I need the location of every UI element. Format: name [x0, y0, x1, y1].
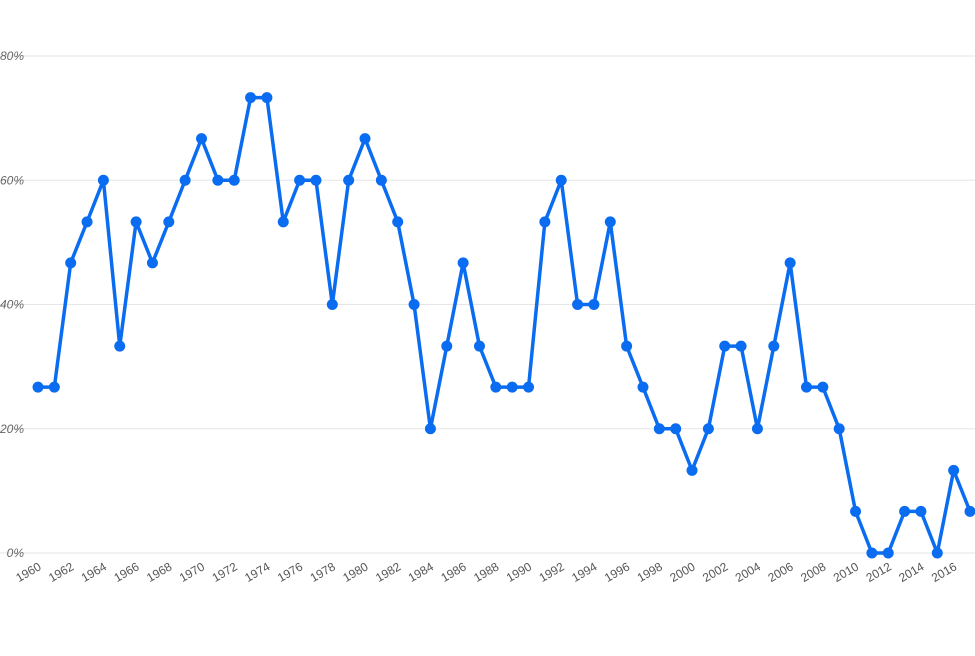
data-point[interactable]	[784, 257, 796, 269]
data-point[interactable]	[97, 174, 109, 186]
data-point[interactable]	[768, 340, 780, 352]
x-tick-label: 2008	[798, 559, 828, 585]
data-point[interactable]	[490, 381, 502, 393]
data-point[interactable]	[588, 299, 600, 310]
data-point[interactable]	[686, 464, 698, 476]
data-point[interactable]	[899, 505, 911, 517]
x-tick-label: 2002	[700, 559, 730, 585]
x-tick-label: 1976	[275, 559, 305, 585]
data-point[interactable]	[196, 133, 208, 145]
series-group	[32, 92, 975, 559]
data-point[interactable]	[653, 423, 665, 435]
data-point[interactable]	[48, 381, 60, 393]
data-point[interactable]	[539, 216, 551, 228]
data-point[interactable]	[326, 299, 338, 310]
x-tick-label: 2014	[896, 559, 926, 585]
y-tick-label: 0%	[7, 546, 25, 560]
x-tick-label: 1966	[111, 559, 141, 585]
x-tick-label: 1982	[373, 559, 403, 585]
x-tick-label: 1970	[177, 559, 207, 585]
data-point[interactable]	[146, 257, 158, 269]
y-tick-label: 20%	[0, 422, 24, 436]
y-tick-label: 40%	[0, 298, 24, 312]
x-tick-label: 1996	[602, 559, 632, 585]
data-point[interactable]	[261, 92, 273, 104]
data-point[interactable]	[735, 340, 747, 352]
data-point[interactable]	[343, 174, 355, 186]
data-point[interactable]	[457, 257, 469, 269]
data-point[interactable]	[245, 92, 257, 104]
x-tick-label: 2000	[667, 559, 697, 585]
data-point[interactable]	[163, 216, 175, 228]
x-tick-label: 1994	[569, 559, 599, 585]
x-tick-label: 1964	[79, 559, 109, 585]
data-point[interactable]	[882, 547, 894, 559]
x-tick-label: 2016	[929, 559, 959, 585]
data-point[interactable]	[277, 216, 289, 228]
data-point[interactable]	[866, 547, 878, 559]
y-tick-label: 80%	[0, 49, 24, 63]
data-point[interactable]	[359, 133, 371, 145]
data-point[interactable]	[81, 216, 93, 228]
data-point[interactable]	[114, 340, 126, 352]
data-point[interactable]	[392, 216, 404, 228]
x-tick-label: 1984	[406, 559, 436, 585]
data-point[interactable]	[833, 423, 845, 435]
data-point[interactable]	[212, 174, 224, 186]
x-tick-label: 1986	[438, 559, 468, 585]
x-tick-label: 1972	[210, 559, 240, 585]
x-tick-label: 1968	[144, 559, 174, 585]
x-tick-label: 2006	[766, 559, 796, 585]
data-point[interactable]	[800, 381, 812, 393]
y-tick-label: 60%	[0, 173, 24, 187]
data-point[interactable]	[719, 340, 731, 352]
data-point[interactable]	[555, 174, 567, 186]
x-axis: 1960 1962 1964 1966 1968 1970 1972 1974 1976 1978…	[13, 559, 959, 585]
data-point[interactable]	[441, 340, 453, 352]
data-point[interactable]	[572, 299, 584, 310]
x-tick-label: 2012	[864, 559, 894, 585]
x-tick-label: 1980	[340, 559, 370, 585]
x-tick-label: 1988	[471, 559, 501, 585]
x-tick-label: 1992	[537, 559, 567, 585]
data-point[interactable]	[408, 299, 420, 310]
data-point[interactable]	[931, 547, 943, 559]
data-point[interactable]	[670, 423, 682, 435]
x-tick-label: 2004	[733, 559, 763, 585]
data-point[interactable]	[424, 423, 436, 435]
data-point[interactable]	[604, 216, 616, 228]
data-point[interactable]	[850, 505, 862, 517]
grid-lines	[0, 55, 975, 554]
data-point[interactable]	[506, 381, 518, 393]
x-tick-label: 1974	[242, 559, 272, 585]
data-point[interactable]	[32, 381, 44, 393]
data-point[interactable]	[65, 257, 77, 269]
data-point[interactable]	[375, 174, 387, 186]
data-point[interactable]	[964, 505, 975, 517]
data-point[interactable]	[294, 174, 306, 186]
data-point[interactable]	[473, 340, 485, 352]
data-point[interactable]	[179, 174, 191, 186]
y-axis: 0% 20% 40% 60% 80%	[0, 49, 24, 560]
data-point[interactable]	[228, 174, 240, 186]
x-tick-label: 1990	[504, 559, 534, 585]
data-point[interactable]	[702, 423, 714, 435]
data-point[interactable]	[523, 381, 535, 393]
x-tick-label: 1998	[635, 559, 665, 585]
data-point[interactable]	[130, 216, 142, 228]
data-point[interactable]	[915, 505, 927, 517]
data-point[interactable]	[637, 381, 649, 393]
data-point[interactable]	[751, 423, 763, 435]
x-tick-label: 2010	[831, 559, 861, 585]
x-tick-label: 1960	[13, 559, 43, 585]
data-point[interactable]	[621, 340, 633, 352]
data-point[interactable]	[948, 464, 960, 476]
series-line	[36, 95, 972, 555]
data-point[interactable]	[310, 174, 322, 186]
x-tick-label: 1978	[308, 559, 338, 585]
data-point[interactable]	[817, 381, 829, 393]
x-tick-label: 1962	[46, 559, 76, 585]
